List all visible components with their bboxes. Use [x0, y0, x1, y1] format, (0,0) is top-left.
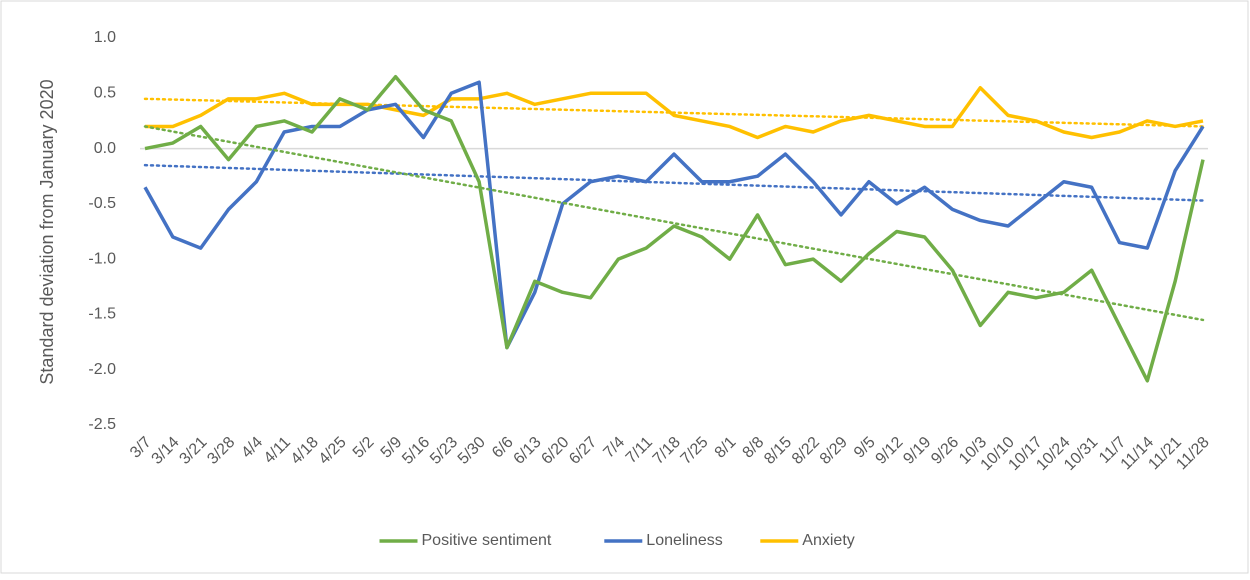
legend-label: Positive sentiment — [422, 532, 552, 549]
y-tick-label: 0.0 — [94, 140, 116, 157]
series-line — [145, 86, 1204, 140]
y-tick-label: -2.5 — [88, 416, 116, 433]
trend-line — [143, 163, 1205, 202]
y-tick-label: -1.5 — [88, 306, 116, 323]
trend-line — [143, 125, 1205, 322]
legend-label: Loneliness — [646, 532, 723, 549]
y-tick-label: -2.0 — [88, 361, 116, 378]
y-tick-label: -0.5 — [88, 195, 116, 212]
legend-label: Anxiety — [802, 532, 854, 549]
series-line — [143, 80, 1205, 350]
y-axis-title: Standard deviation from January 2020 — [37, 79, 57, 384]
y-tick-label: 1.0 — [94, 29, 116, 46]
series-line — [144, 74, 1205, 383]
y-tick-label: 0.5 — [94, 85, 116, 102]
y-tick-label: -1.0 — [88, 250, 116, 267]
